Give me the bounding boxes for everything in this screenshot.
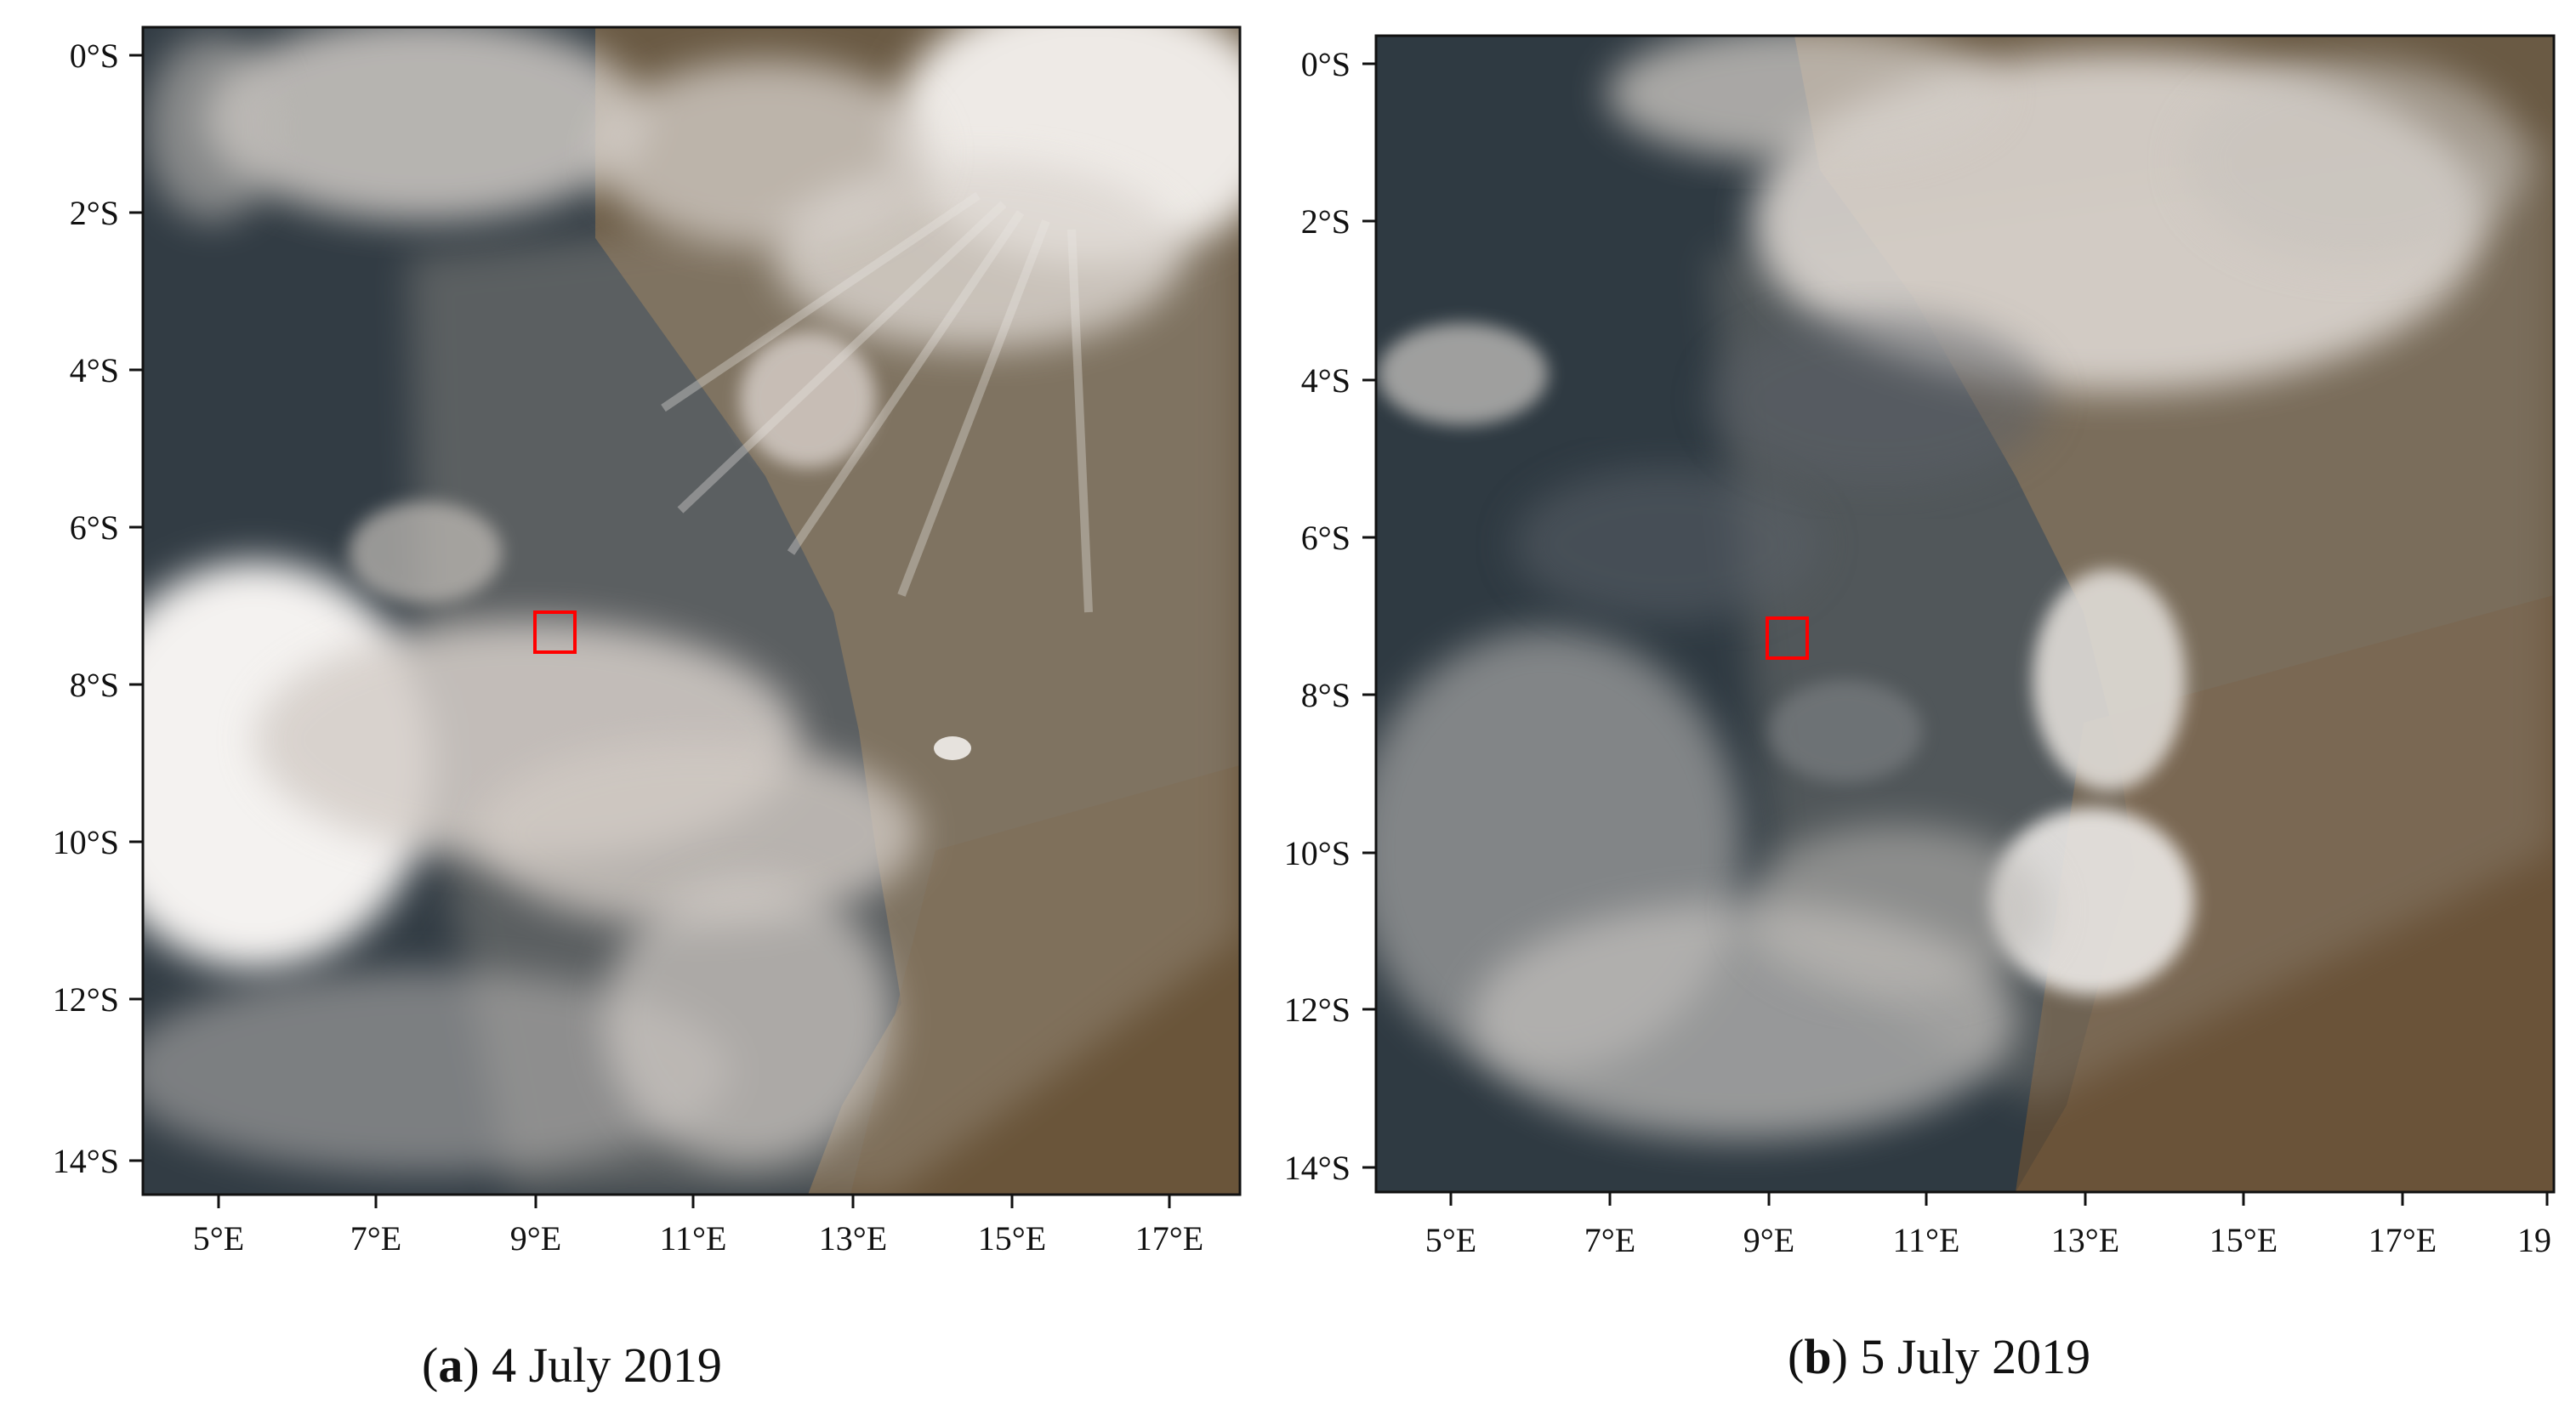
- x-tick-label: 13°E: [819, 1219, 887, 1258]
- region-marker-a: [533, 610, 577, 654]
- x-tick-label: 17°E: [2368, 1221, 2437, 1259]
- satellite-image-b: [1376, 36, 2554, 1192]
- y-tick-label: 12°S: [53, 980, 119, 1019]
- map-frame-a: [141, 26, 1242, 1196]
- caption-date: 5 July 2019: [1860, 1329, 2091, 1384]
- panel-a: 0°S 2°S 4°S 6°S 8°S 10°S 12°S 14°S 5°E 7…: [0, 0, 1267, 1414]
- x-tick-label: 7°E: [1584, 1221, 1635, 1259]
- y-tick-label: 8°S: [1301, 676, 1351, 714]
- y-tick-label: 8°S: [70, 666, 119, 704]
- region-marker-b: [1766, 616, 1809, 660]
- y-tick-label: 2°S: [70, 194, 119, 232]
- y-tick-label: 14°S: [1284, 1149, 1351, 1187]
- y-tick-label: 0°S: [70, 37, 119, 75]
- caption-date: 4 July 2019: [492, 1337, 722, 1393]
- y-tick-label: 14°S: [53, 1142, 119, 1180]
- y-tick-label: 10°S: [1284, 834, 1351, 872]
- x-tick-label: 13°E: [2051, 1221, 2119, 1259]
- x-tick-label: 9°E: [1743, 1221, 1794, 1259]
- y-axis-a: [129, 54, 143, 1162]
- x-tick-label: 15°E: [978, 1219, 1046, 1258]
- caption-letter: a: [438, 1337, 463, 1393]
- y-tick-label: 2°S: [1301, 202, 1351, 241]
- y-tick-label: 4°S: [70, 351, 119, 389]
- x-tick-label: 5°E: [1425, 1221, 1476, 1259]
- y-tick-label: 10°S: [53, 823, 119, 861]
- x-tick-label: 19: [2517, 1221, 2551, 1259]
- y-tick-label: 4°S: [1301, 361, 1351, 400]
- x-tick-label: 17°E: [1135, 1219, 1203, 1258]
- y-tick-label: 12°S: [1284, 991, 1351, 1029]
- x-tick-label: 9°E: [510, 1219, 561, 1258]
- map-figure-a: 0°S 2°S 4°S 6°S 8°S 10°S 12°S 14°S 5°E 7…: [53, 26, 1242, 1258]
- x-tick-label: 5°E: [193, 1219, 244, 1258]
- y-tick-label: 6°S: [70, 508, 119, 547]
- x-tick-label: 11°E: [1893, 1221, 1960, 1259]
- y-tick-label: 0°S: [1301, 45, 1351, 83]
- caption-a: (a) 4 July 2019: [422, 1337, 722, 1393]
- y-tick-label: 6°S: [1301, 519, 1351, 557]
- x-tick-label: 7°E: [350, 1219, 401, 1258]
- map-frame-b: [1374, 34, 2556, 1194]
- map-figure-b: 0°S 2°S 4°S 6°S 8°S 10°S 12°S 14°S 5°E 7…: [1284, 34, 2556, 1259]
- x-tick-label: 11°E: [660, 1219, 727, 1258]
- x-axis-b: [1449, 1192, 2549, 1206]
- caption-b: (b) 5 July 2019: [1788, 1329, 2091, 1384]
- x-axis-a: [217, 1195, 1171, 1208]
- caption-letter: b: [1804, 1329, 1832, 1384]
- x-tick-label: 15°E: [2209, 1221, 2277, 1259]
- y-axis-b: [1362, 62, 1376, 1169]
- panel-b: 0°S 2°S 4°S 6°S 8°S 10°S 12°S 14°S 5°E 7…: [1267, 0, 2576, 1414]
- satellite-image-a: [143, 27, 1240, 1195]
